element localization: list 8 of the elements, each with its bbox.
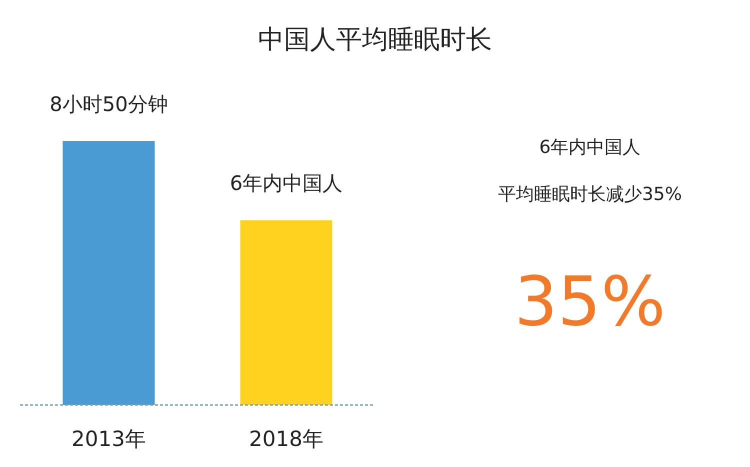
x-tick-label: 2018年 (249, 427, 324, 451)
annotation: 8小时50分钟 (50, 92, 168, 116)
text: 6年内中国人 (539, 137, 641, 158)
text: 35% (514, 263, 666, 342)
annotation: 6年内中国人 (230, 171, 343, 196)
chart-title: 中国人平均睡眠时长 (258, 25, 492, 55)
text: 平均睡眠时长减少35% (498, 184, 682, 205)
x-tick-label: 2013年 (72, 427, 146, 451)
